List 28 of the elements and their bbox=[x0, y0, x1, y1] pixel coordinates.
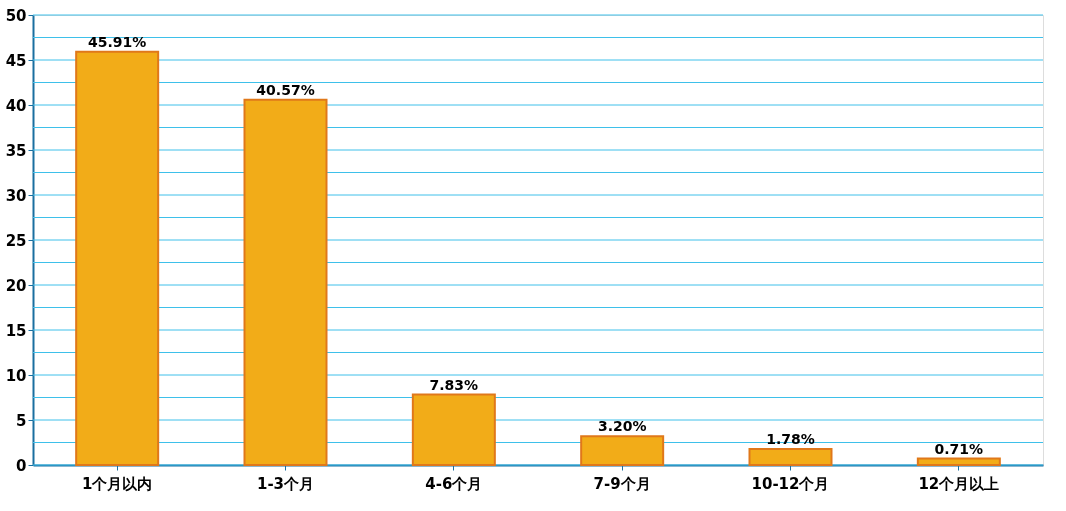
y-tick-label: 40 bbox=[5, 96, 27, 115]
y-tick-label: 20 bbox=[5, 276, 27, 295]
bar bbox=[580, 435, 665, 466]
y-tick-label: 45 bbox=[5, 51, 27, 70]
bar bbox=[916, 457, 1001, 466]
y-tick-label: 0 bbox=[16, 456, 27, 475]
x-tick-label: 7-9个月 bbox=[593, 474, 651, 493]
x-tick-label: 1个月以内 bbox=[81, 474, 153, 493]
data-label: 40.57% bbox=[256, 81, 315, 98]
y-tick-label: 30 bbox=[5, 186, 27, 205]
bar bbox=[411, 393, 496, 466]
y-tick-label: 25 bbox=[5, 231, 27, 250]
bar bbox=[75, 50, 160, 466]
data-label: 45.91% bbox=[88, 33, 147, 50]
y-tick-label: 50 bbox=[5, 6, 27, 25]
data-label: 0.71% bbox=[934, 440, 984, 457]
y-tick-label: 15 bbox=[5, 321, 27, 340]
x-tick-label: 12个月以上 bbox=[918, 474, 1000, 493]
bar bbox=[243, 98, 328, 466]
x-tick-label: 4-6个月 bbox=[425, 474, 483, 493]
data-label: 7.83% bbox=[429, 376, 479, 393]
y-tick-label: 5 bbox=[16, 411, 27, 430]
data-label: 3.20% bbox=[597, 418, 647, 435]
x-tick-label: 10-12个月 bbox=[751, 474, 830, 493]
y-tick-label: 10 bbox=[5, 366, 27, 385]
bar bbox=[748, 447, 833, 466]
y-tick-label: 35 bbox=[5, 141, 27, 160]
x-tick-label: 1-3个月 bbox=[256, 474, 315, 493]
